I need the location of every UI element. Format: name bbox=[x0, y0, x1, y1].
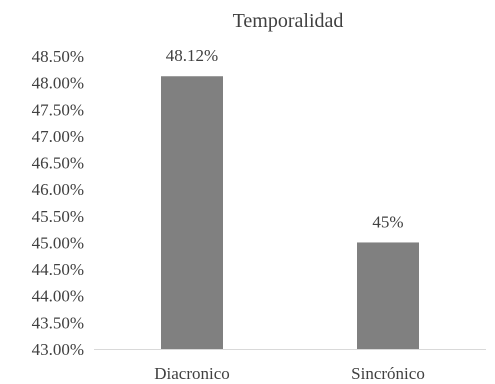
y-tick-label: 46.00% bbox=[32, 180, 84, 199]
data-label: 48.12% bbox=[166, 46, 218, 65]
y-tick-label: 47.00% bbox=[32, 127, 84, 146]
y-tick-label: 47.50% bbox=[32, 100, 84, 119]
bar bbox=[161, 76, 223, 349]
y-tick-label: 43.00% bbox=[32, 340, 84, 359]
x-axis: Diacronico Sincrónico bbox=[94, 349, 486, 383]
x-tick-label: Diacronico bbox=[154, 364, 230, 383]
y-tick-label: 46.50% bbox=[32, 154, 84, 173]
y-tick-label: 48.50% bbox=[32, 47, 84, 66]
y-axis: 43.00% 43.50% 44.00% 44.50% 45.00% 45.50% 46.0… bbox=[32, 47, 84, 359]
chart-title: Temporalidad bbox=[233, 10, 344, 32]
y-tick-label: 48.00% bbox=[32, 74, 84, 93]
data-label: 45% bbox=[372, 212, 403, 231]
y-tick-label: 44.50% bbox=[32, 260, 84, 279]
bar bbox=[357, 242, 419, 349]
y-tick-label: 45.50% bbox=[32, 207, 84, 226]
y-tick-label: 43.50% bbox=[32, 313, 84, 332]
y-tick-label: 45.00% bbox=[32, 233, 84, 252]
y-tick-label: 44.00% bbox=[32, 287, 84, 306]
bars: 48.12% 45% bbox=[161, 46, 419, 349]
x-tick-label: Sincrónico bbox=[351, 364, 425, 383]
